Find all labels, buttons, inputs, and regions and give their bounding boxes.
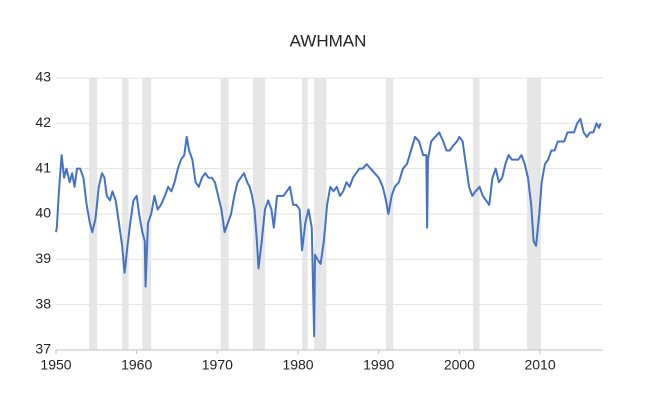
x-tick-label: 2010 [524,357,555,373]
x-tick-label: 1970 [202,357,233,373]
x-tick-label: 1990 [363,357,394,373]
x-tick-label: 1950 [40,357,71,373]
y-tick-label: 39 [35,250,51,266]
x-tick-label: 2000 [444,357,475,373]
y-tick-label: 42 [35,114,51,130]
y-tick-label: 40 [35,205,51,221]
y-tick-label: 43 [35,69,51,85]
x-tick-label: 1980 [282,357,313,373]
chart-title: AWHMAN [290,31,367,50]
y-tick-label: 38 [35,295,51,311]
x-tick-label: 1960 [121,357,152,373]
y-tick-label: 37 [35,341,51,357]
y-tick-label: 41 [35,159,51,175]
series-line [55,117,602,338]
